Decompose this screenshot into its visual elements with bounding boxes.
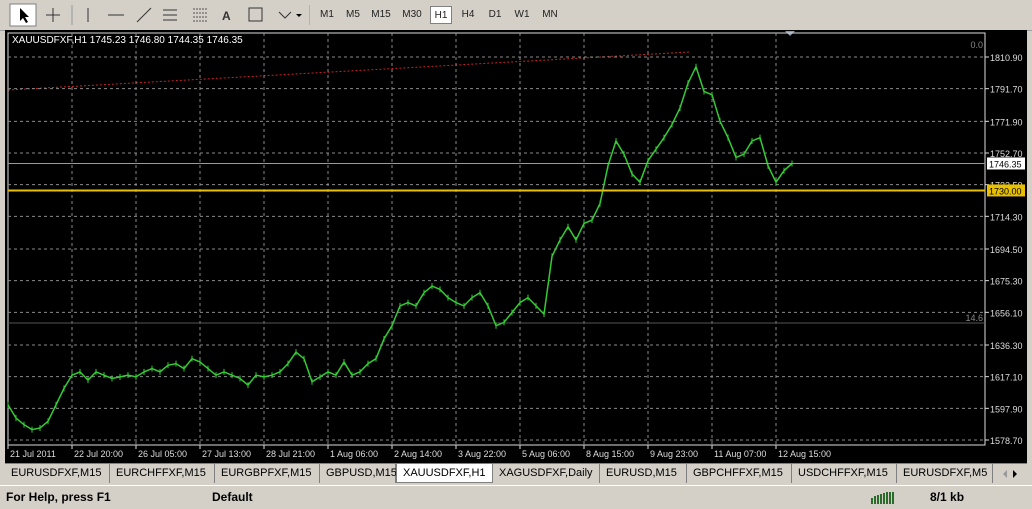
y-tick-label: 1636.30 (990, 341, 1023, 351)
chart-title: XAUUSDFXF,H1 1745.23 1746.80 1744.35 174… (12, 35, 243, 46)
y-tick-label: 1656.10 (990, 308, 1023, 318)
x-tick-label: 1 Aug 06:00 (330, 449, 378, 459)
y-tick-label: 1771.90 (990, 117, 1023, 127)
toolbar-icons: A (9, 3, 311, 27)
x-tick-label: 22 Jul 20:00 (74, 449, 123, 459)
help-text: For Help, press F1 (6, 490, 111, 504)
y-tick-label: 1752.70 (990, 149, 1023, 159)
toolbar: A M1 M5 M15 M30 H1 H4 D1 W1 MN (0, 0, 1032, 31)
y-tick-label: 1810.90 (990, 53, 1023, 63)
tab-bar: EURUSDFXF,M15 EURCHFFXF,M15 EURGBPFXF,M15 G… (5, 463, 1027, 484)
y-tick-label: 1714.30 (990, 212, 1023, 222)
traffic-text: 8/1 kb (930, 490, 965, 504)
x-tick-label: 21 Jul 2011 (10, 449, 56, 459)
timeframe-button[interactable]: M30 (402, 9, 422, 20)
hline-label-box (987, 184, 1025, 197)
fibo-icon[interactable] (193, 8, 207, 22)
symbol-tab[interactable]: GBPUSD,M15 (320, 464, 397, 483)
symbol-tab[interactable]: EURUSDFXF,M5 (897, 464, 993, 483)
symbol-tab[interactable]: GBPCHFFXF,M15 (687, 464, 792, 483)
chart: XAUUSDFXF,H1 1745.23 1746.80 1744.35 174… (5, 30, 1027, 463)
timeframe-button[interactable]: W1 (514, 9, 530, 20)
y-tick-label: 1617.10 (990, 373, 1023, 383)
profile-text: Default (212, 490, 253, 504)
trendline-icon[interactable] (136, 7, 152, 23)
hline-label: 1730.00 (989, 186, 1022, 196)
bid-label-box (987, 157, 1025, 170)
timeframe-button[interactable]: M15 (371, 9, 391, 20)
symbol-tab[interactable]: USDCHFFXF,M15 (792, 464, 897, 483)
timeframe-button[interactable]: MN (542, 9, 558, 20)
status-bar: For Help, press F1 Default 8/1 kb (0, 485, 1032, 509)
label-icon[interactable] (248, 7, 263, 22)
channel-icon[interactable] (163, 9, 177, 21)
y-tick-label: 1578.70 (990, 436, 1023, 446)
x-tick-label: 2 Aug 14:00 (394, 449, 442, 459)
x-tick-label: 9 Aug 23:00 (650, 449, 698, 459)
x-tick-label: 27 Jul 13:00 (202, 449, 251, 459)
timeframe-button[interactable]: M1 (320, 9, 334, 20)
separator (71, 5, 311, 25)
y-tick-label: 1675.30 (990, 277, 1023, 287)
x-tick-label: 5 Aug 06:00 (522, 449, 570, 459)
dropdown-icon[interactable] (296, 14, 302, 17)
symbol-tab[interactable]: EURUSDFXF,M15 (5, 464, 110, 483)
plot-border (7, 32, 986, 446)
y-tick-label: 1694.50 (990, 245, 1023, 255)
x-tick-label: 26 Jul 05:00 (138, 449, 187, 459)
symbol-tab[interactable]: EURUSD,M15 (600, 464, 687, 483)
y-tick-label: 1597.90 (990, 404, 1023, 414)
level-label: 0.0 (970, 40, 983, 50)
bid-label: 1746.35 (989, 159, 1022, 169)
x-tick-label: 8 Aug 15:00 (586, 449, 634, 459)
x-tick-label: 28 Jul 21:00 (266, 449, 315, 459)
text-icon[interactable]: A (222, 9, 231, 23)
chart-background (5, 30, 1027, 463)
trendline (7, 51, 691, 91)
x-tick-label: 3 Aug 22:00 (458, 449, 506, 459)
tab-scroll[interactable] (997, 465, 1019, 483)
arrows-icon[interactable] (278, 11, 292, 19)
symbol-tab[interactable]: EURCHFFXF,M15 (110, 464, 215, 483)
symbol-tab[interactable]: XAGUSDFXF,Daily (493, 464, 600, 483)
level-label: 14.6 (965, 313, 983, 323)
x-tick-label: 12 Aug 15:00 (778, 449, 831, 459)
symbol-tab[interactable]: EURGBPFXF,M15 (215, 464, 320, 483)
x-tick-label: 11 Aug 07:00 (714, 449, 766, 459)
symbol-tab[interactable]: XAUUSDFXF,H1 (396, 464, 493, 483)
connection-icon (871, 492, 894, 504)
crosshair-icon[interactable] (46, 8, 60, 22)
timeframe-button[interactable]: H4 (461, 9, 475, 20)
timeframe-button[interactable]: M5 (346, 9, 360, 20)
y-tick-label: 1791.70 (990, 85, 1023, 95)
cursor-icon (20, 8, 29, 23)
timeframe-button[interactable]: H1 (430, 6, 452, 24)
timeframe-button[interactable]: D1 (488, 9, 502, 20)
